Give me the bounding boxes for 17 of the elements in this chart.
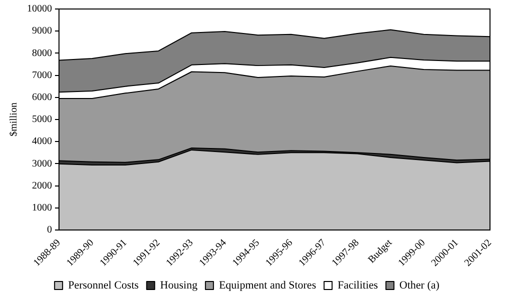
y-tick-label: 10000 [27, 4, 52, 15]
legend-label: Housing [160, 279, 198, 292]
y-tick-label: 2000 [32, 180, 52, 192]
y-tick-label: 3000 [32, 158, 52, 170]
y-tick-label: 0 [47, 224, 52, 236]
legend-label: Personnel Costs [68, 279, 139, 292]
legend-label: Facilities [338, 279, 378, 292]
legend-label: Equipment and Stores [218, 279, 316, 292]
y-tick-label: 7000 [32, 70, 52, 81]
y-tick-label: 1000 [32, 202, 52, 214]
y-tick-label: 8000 [32, 48, 52, 59]
y-tick-label: 5000 [32, 114, 52, 126]
y-axis-title: $million [8, 102, 20, 136]
legend-label: Other (a) [399, 279, 440, 292]
y-tick-label: 9000 [32, 26, 52, 37]
y-tick-label: 4000 [32, 136, 52, 148]
y-tick-label: 6000 [32, 92, 52, 104]
